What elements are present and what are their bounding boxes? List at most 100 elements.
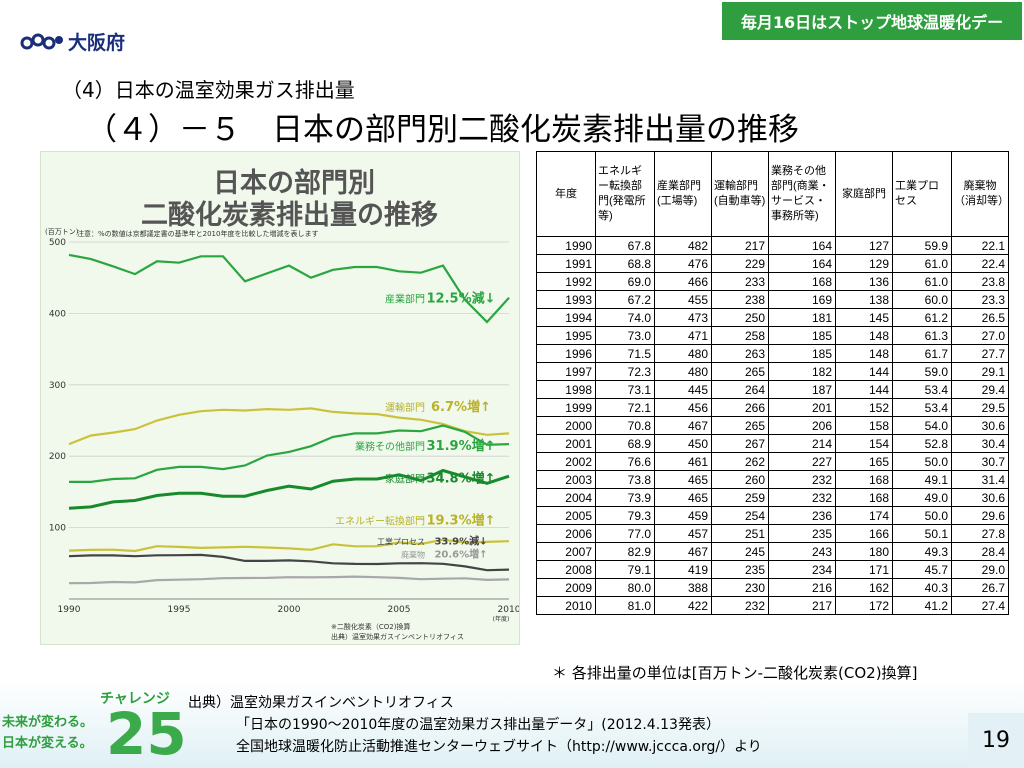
- table-cell: 23.8: [951, 272, 1009, 291]
- table-cell: 232: [711, 596, 769, 615]
- table-cell: 450: [654, 434, 712, 453]
- chart-panel: 日本の部門別 二酸化炭素排出量の推移 100 200 300 400 500 (百万トン)…: [40, 151, 520, 645]
- table-cell: 251: [711, 524, 769, 543]
- table-cell: 61.2: [892, 308, 952, 327]
- table-cell: 217: [768, 596, 836, 615]
- chart-footnote1: ※二酸化炭素（CO2)換算: [331, 622, 410, 631]
- table-cell: 162: [835, 578, 893, 597]
- table-cell: 138: [835, 290, 893, 309]
- table-cell: 2006: [536, 524, 596, 543]
- table-cell: 148: [835, 344, 893, 363]
- table-cell: 238: [711, 290, 769, 309]
- page-number: 19: [968, 713, 1024, 768]
- table-cell: 466: [654, 272, 712, 291]
- table-cell: 129: [835, 254, 893, 273]
- table-cell: 144: [835, 380, 893, 399]
- emissions-table-wrap: 年度 エネルギー転換部門(発電所等) 産業部門(工場等) 運輸部門(自動車等) 業務その…: [536, 151, 1009, 615]
- series-name-label: 家庭部門: [385, 473, 425, 486]
- table-cell: 206: [768, 416, 836, 435]
- table-cell: 2009: [536, 578, 596, 597]
- table-cell: 264: [711, 380, 769, 399]
- table-row: 2004 73.9 465 259 232 168 49.0 30.6: [536, 488, 1009, 507]
- table-cell: 152: [835, 398, 893, 417]
- series-line: [68, 253, 510, 324]
- table-cell: 1991: [536, 254, 596, 273]
- table-cell: 72.3: [595, 362, 655, 381]
- page-title: （４）－５ 日本の部門別二酸化炭素排出量の推移: [86, 112, 799, 148]
- table-cell: 79.1: [595, 560, 655, 579]
- table-cell: 214: [768, 434, 836, 453]
- table-cell: 182: [768, 362, 836, 381]
- table-cell: 76.6: [595, 452, 655, 471]
- table-cell: 2010: [536, 596, 596, 615]
- chart-title-line1: 日本の部門別: [213, 168, 375, 199]
- table-cell: 59.9: [892, 236, 952, 255]
- slogan-line2: 日本が変える。: [2, 736, 93, 751]
- table-cell: 232: [768, 488, 836, 507]
- table-cell: 457: [654, 524, 712, 543]
- table-cell: 164: [768, 254, 836, 273]
- table-cell: 245: [711, 542, 769, 561]
- table-cell: 61.7: [892, 344, 952, 363]
- source-line2: 「日本の1990～2010年度の温室効果ガス排出量データ」(2012.4.13発…: [236, 717, 720, 733]
- table-cell: 465: [654, 470, 712, 489]
- series-change-label: 6.7%増↑: [431, 399, 491, 415]
- x-tick-label: 2000: [278, 605, 301, 615]
- series-line: [68, 575, 510, 585]
- y-unit-label: (百万トン): [45, 228, 79, 236]
- table-cell: 69.0: [595, 272, 655, 291]
- chart-footnote2: 出典）温室効果ガスインベントリオフィス: [331, 632, 464, 641]
- table-cell: 26.5: [951, 308, 1009, 327]
- table-cell: 465: [654, 488, 712, 507]
- table-header-cell: 工業プロセス: [892, 151, 952, 237]
- table-cell: 471: [654, 326, 712, 345]
- table-cell: 53.4: [892, 380, 952, 399]
- table-cell: 185: [768, 344, 836, 363]
- table-cell: 67.2: [595, 290, 655, 309]
- table-cell: 45.7: [892, 560, 952, 579]
- footer-background: [0, 680, 1024, 768]
- table-row: 2007 82.9 467 245 243 180 49.3 28.4: [536, 542, 1009, 561]
- series-change-label: 33.9%減↓: [434, 535, 487, 548]
- table-cell: 73.9: [595, 488, 655, 507]
- table-cell: 1999: [536, 398, 596, 417]
- table-cell: 2000: [536, 416, 596, 435]
- table-cell: 27.4: [951, 596, 1009, 615]
- osaka-logo: 大阪府: [20, 28, 125, 55]
- table-cell: 61.0: [892, 272, 952, 291]
- table-row: 2005 79.3 459 254 236 174 50.0 29.6: [536, 506, 1009, 525]
- table-row: 2010 81.0 422 232 217 172 41.2 27.4: [536, 596, 1009, 615]
- table-cell: 60.0: [892, 290, 952, 309]
- table-cell: 266: [711, 398, 769, 417]
- challenge-label: チャレンジ: [100, 691, 170, 707]
- table-cell: 262: [711, 452, 769, 471]
- table-cell: 2001: [536, 434, 596, 453]
- table-cell: 445: [654, 380, 712, 399]
- table-cell: 27.0: [951, 326, 1009, 345]
- table-cell: 28.4: [951, 542, 1009, 561]
- challenge-25-logo: 25: [106, 700, 187, 768]
- table-header-cell: 運輸部門(自動車等): [711, 151, 769, 237]
- table-cell: 61.3: [892, 326, 952, 345]
- table-cell: 230: [711, 578, 769, 597]
- table-header-cell: 家庭部門: [835, 151, 893, 237]
- table-cell: 265: [711, 362, 769, 381]
- table-cell: 233: [711, 272, 769, 291]
- table-cell: 227: [768, 452, 836, 471]
- slogan-line1: 未来が変わる。: [2, 715, 94, 730]
- table-row: 2002 76.6 461 262 227 165 50.0 30.7: [536, 452, 1009, 471]
- source-line1: 出典）温室効果ガスインベントリオフィス: [188, 695, 454, 711]
- unit-note: ＊ 各排出量の単位は[百万トン-二酸化炭素(CO2)換算]: [552, 664, 918, 682]
- table-cell: 52.8: [892, 434, 952, 453]
- table-cell: 31.4: [951, 470, 1009, 489]
- table-cell: 30.4: [951, 434, 1009, 453]
- stop-warming-banner: 毎月16日はストップ地球温暖化デー: [722, 2, 1022, 40]
- table-cell: 232: [768, 470, 836, 489]
- table-cell: 49.1: [892, 470, 952, 489]
- series-name-label: 運輸部門: [385, 401, 425, 414]
- table-cell: 73.1: [595, 380, 655, 399]
- table-cell: 259: [711, 488, 769, 507]
- table-cell: 50.0: [892, 506, 952, 525]
- series-change-label: 12.5%減↓: [427, 291, 496, 307]
- table-row: 1990 67.8 482 217 164 127 59.9 22.1: [536, 236, 1009, 255]
